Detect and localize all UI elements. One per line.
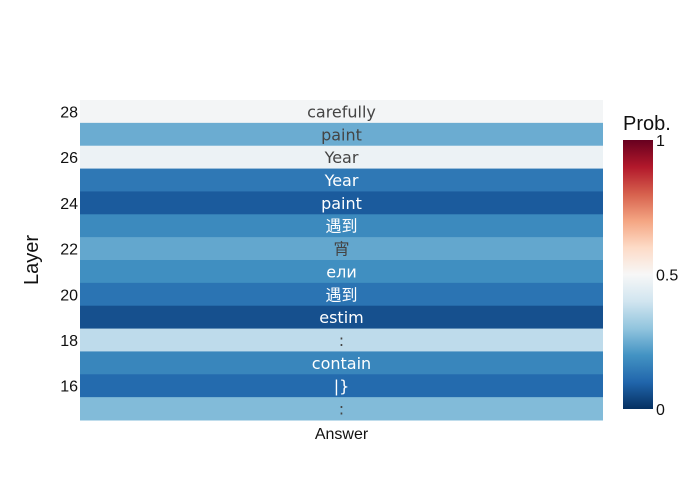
heatmap-cell-layer-15 bbox=[80, 397, 603, 421]
y-tick-labels: 28 26 24 22 20 18 16 bbox=[60, 104, 78, 395]
cell-label-layer-23: 遇到 bbox=[325, 217, 357, 236]
cell-label-layer-27: paint bbox=[321, 125, 362, 144]
colorbar-ticks: 10.50 bbox=[656, 133, 678, 419]
y-tick-label-22: 22 bbox=[60, 242, 78, 259]
heatmap-cell-layer-17 bbox=[80, 351, 603, 375]
heatmap-cell-layer-25 bbox=[80, 168, 603, 192]
heatmap-cell-layer-26 bbox=[80, 145, 603, 170]
cell-label-layer-26: Year bbox=[324, 148, 359, 167]
heatmap-cell-layer-27 bbox=[80, 122, 603, 147]
cell-label-layer-16: |} bbox=[334, 377, 350, 396]
heatmap-cell-layer-22 bbox=[80, 237, 603, 261]
cell-label-layer-17: contain bbox=[312, 354, 371, 373]
cell-label-layer-22: 宵 bbox=[333, 240, 349, 259]
heatmap-cell-layer-28 bbox=[80, 100, 603, 124]
x-tick-labels: Answer bbox=[315, 426, 369, 443]
y-tick-label-18: 18 bbox=[60, 333, 78, 350]
colorbar-gradient bbox=[623, 140, 653, 409]
colorbar-tick-2: 0 bbox=[656, 402, 665, 419]
heatmap-cell-layer-16 bbox=[80, 374, 603, 398]
cell-label-layer-19: estim bbox=[319, 308, 363, 327]
heatmap-cell-layer-20 bbox=[80, 282, 603, 307]
heatmap-cell-layer-23 bbox=[80, 214, 603, 238]
cell-label-layer-24: paint bbox=[321, 194, 362, 213]
colorbar: Prob. 10.50 bbox=[623, 113, 678, 419]
cell-label-layer-25: Year bbox=[324, 171, 359, 190]
heatmap-cell-layer-19 bbox=[80, 305, 603, 330]
colorbar-tick-0: 1 bbox=[656, 133, 665, 150]
cell-label-layer-18: : bbox=[339, 331, 344, 350]
y-axis-title: Layer bbox=[21, 235, 43, 285]
cell-label-layer-20: 遇到 bbox=[325, 285, 357, 304]
heatmap-cell-layer-24 bbox=[80, 191, 603, 215]
heatmap-cell-layer-18 bbox=[80, 328, 603, 352]
y-tick-label-26: 26 bbox=[60, 150, 78, 167]
cell-label-layer-21: ели bbox=[326, 262, 356, 281]
colorbar-tick-1: 0.5 bbox=[656, 268, 678, 285]
cell-label-layer-28: carefully bbox=[307, 102, 376, 121]
cell-label-layer-15: : bbox=[339, 400, 344, 419]
heatmap-cells: carefullypaintYearYearpaint遇到宵ели遇到estim… bbox=[80, 100, 603, 421]
x-tick-label-0: Answer bbox=[315, 426, 369, 443]
y-tick-label-16: 16 bbox=[60, 379, 78, 396]
y-tick-label-28: 28 bbox=[60, 104, 78, 121]
y-tick-label-20: 20 bbox=[60, 287, 78, 304]
y-tick-label-24: 24 bbox=[60, 196, 78, 213]
colorbar-title: Prob. bbox=[623, 113, 671, 135]
heatmap-cell-layer-21 bbox=[80, 260, 603, 284]
